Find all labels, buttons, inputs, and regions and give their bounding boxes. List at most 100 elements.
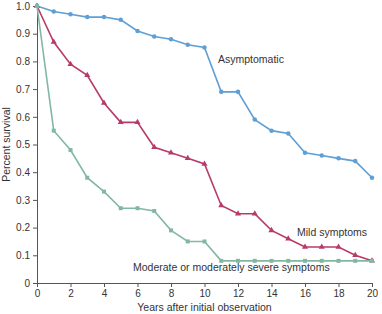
series-marker	[51, 9, 56, 14]
x-tick-mark	[205, 283, 206, 287]
series-marker	[252, 117, 257, 122]
x-axis-line	[38, 284, 373, 288]
series-marker	[286, 131, 291, 136]
x-tick-mark	[272, 283, 273, 287]
series-label: Mild symptoms	[297, 226, 367, 238]
series-marker	[134, 119, 140, 124]
y-tick: 0.3	[16, 195, 37, 206]
series-marker	[369, 257, 375, 262]
y-tick: 0.5	[16, 139, 37, 150]
series-line	[37, 6, 372, 178]
x-tick-label: 8	[169, 288, 175, 299]
x-tick-label: 10	[199, 288, 211, 299]
series-marker	[335, 243, 341, 248]
y-tick-mark	[33, 255, 37, 256]
x-tick-mark	[104, 283, 105, 287]
series-marker	[118, 18, 123, 23]
y-tick-mark	[33, 34, 37, 35]
x-tick: 0	[35, 283, 41, 299]
x-tick-mark	[71, 283, 72, 287]
series-marker	[52, 129, 56, 133]
series-marker	[101, 99, 107, 104]
y-tick-mark	[33, 145, 37, 146]
series-marker	[285, 235, 291, 240]
x-tick-mark	[372, 283, 373, 287]
x-tick: 8	[169, 283, 175, 299]
series-marker	[219, 90, 224, 95]
series-marker	[185, 155, 191, 160]
series-marker	[68, 12, 73, 17]
series-marker	[51, 39, 57, 44]
x-axis-title: Years after initial observation	[137, 301, 272, 313]
series-marker	[168, 149, 174, 154]
x-tick: 10	[199, 283, 211, 299]
x-tick-label: 20	[367, 288, 379, 299]
series-marker	[84, 72, 90, 77]
series-marker	[85, 176, 89, 180]
y-tick-mark	[33, 200, 37, 201]
x-axis: 02468101214161820	[35, 283, 379, 299]
y-tick-label: 0.4	[16, 167, 30, 178]
series-marker	[268, 227, 274, 232]
y-tick-label: 0.7	[16, 84, 30, 95]
x-tick-label: 14	[266, 288, 278, 299]
series-marker	[35, 4, 39, 8]
series-marker	[202, 45, 207, 50]
y-tick-mark	[33, 283, 37, 284]
series-marker	[169, 37, 174, 42]
series-marker	[67, 61, 73, 66]
series-marker	[169, 228, 173, 232]
y-tick: 0.4	[16, 167, 37, 178]
y-tick-mark	[33, 172, 37, 173]
series-marker	[353, 159, 358, 164]
x-tick: 6	[135, 283, 141, 299]
series-marker	[352, 252, 358, 257]
y-tick: 0.9	[16, 28, 37, 39]
x-tick-label: 18	[333, 288, 345, 299]
y-tick-label: 0.6	[16, 112, 30, 123]
series-marker	[201, 160, 207, 165]
x-tick-mark	[171, 283, 172, 287]
y-tick-label: 1.0	[16, 1, 30, 12]
series-marker	[135, 29, 140, 34]
y-tick: 0.6	[16, 112, 37, 123]
series-marker	[319, 243, 325, 248]
series-marker	[236, 90, 241, 95]
series-marker	[118, 119, 124, 124]
x-tick: 2	[68, 283, 74, 299]
x-tick-mark	[138, 283, 139, 287]
series-marker	[203, 239, 207, 243]
y-axis: 00.10.20.30.40.50.60.70.80.91.0	[16, 1, 37, 289]
series-label: Asymptomatic	[218, 53, 284, 65]
x-tick: 4	[102, 283, 108, 299]
x-tick-label: 6	[135, 288, 141, 299]
y-tick-mark	[33, 89, 37, 90]
y-axis-line	[33, 7, 38, 284]
series-marker	[319, 153, 324, 158]
x-tick-label: 16	[300, 288, 312, 299]
series-marker	[252, 210, 258, 215]
y-tick-mark	[33, 61, 37, 62]
y-tick: 0.8	[16, 56, 37, 67]
x-tick-label: 0	[35, 288, 41, 299]
series-marker	[102, 190, 106, 194]
series-line	[37, 6, 372, 261]
series-marker	[370, 175, 375, 180]
series-marker	[269, 128, 274, 133]
series-marker	[152, 34, 157, 39]
series-marker	[186, 239, 190, 243]
series-marker	[302, 243, 308, 248]
y-tick: 0.2	[16, 222, 37, 233]
series-marker	[151, 144, 157, 149]
series-line	[37, 6, 372, 261]
series-marker	[34, 2, 40, 7]
series-marker	[69, 148, 73, 152]
series-marker	[185, 43, 190, 48]
y-tick-label: 0.8	[16, 56, 30, 67]
y-tick-label: 0.9	[16, 28, 30, 39]
series-marker	[102, 15, 107, 20]
y-tick-label: 0.2	[16, 222, 30, 233]
x-tick: 18	[333, 283, 345, 299]
y-tick: 0.7	[16, 84, 37, 95]
series-marker	[136, 206, 140, 210]
